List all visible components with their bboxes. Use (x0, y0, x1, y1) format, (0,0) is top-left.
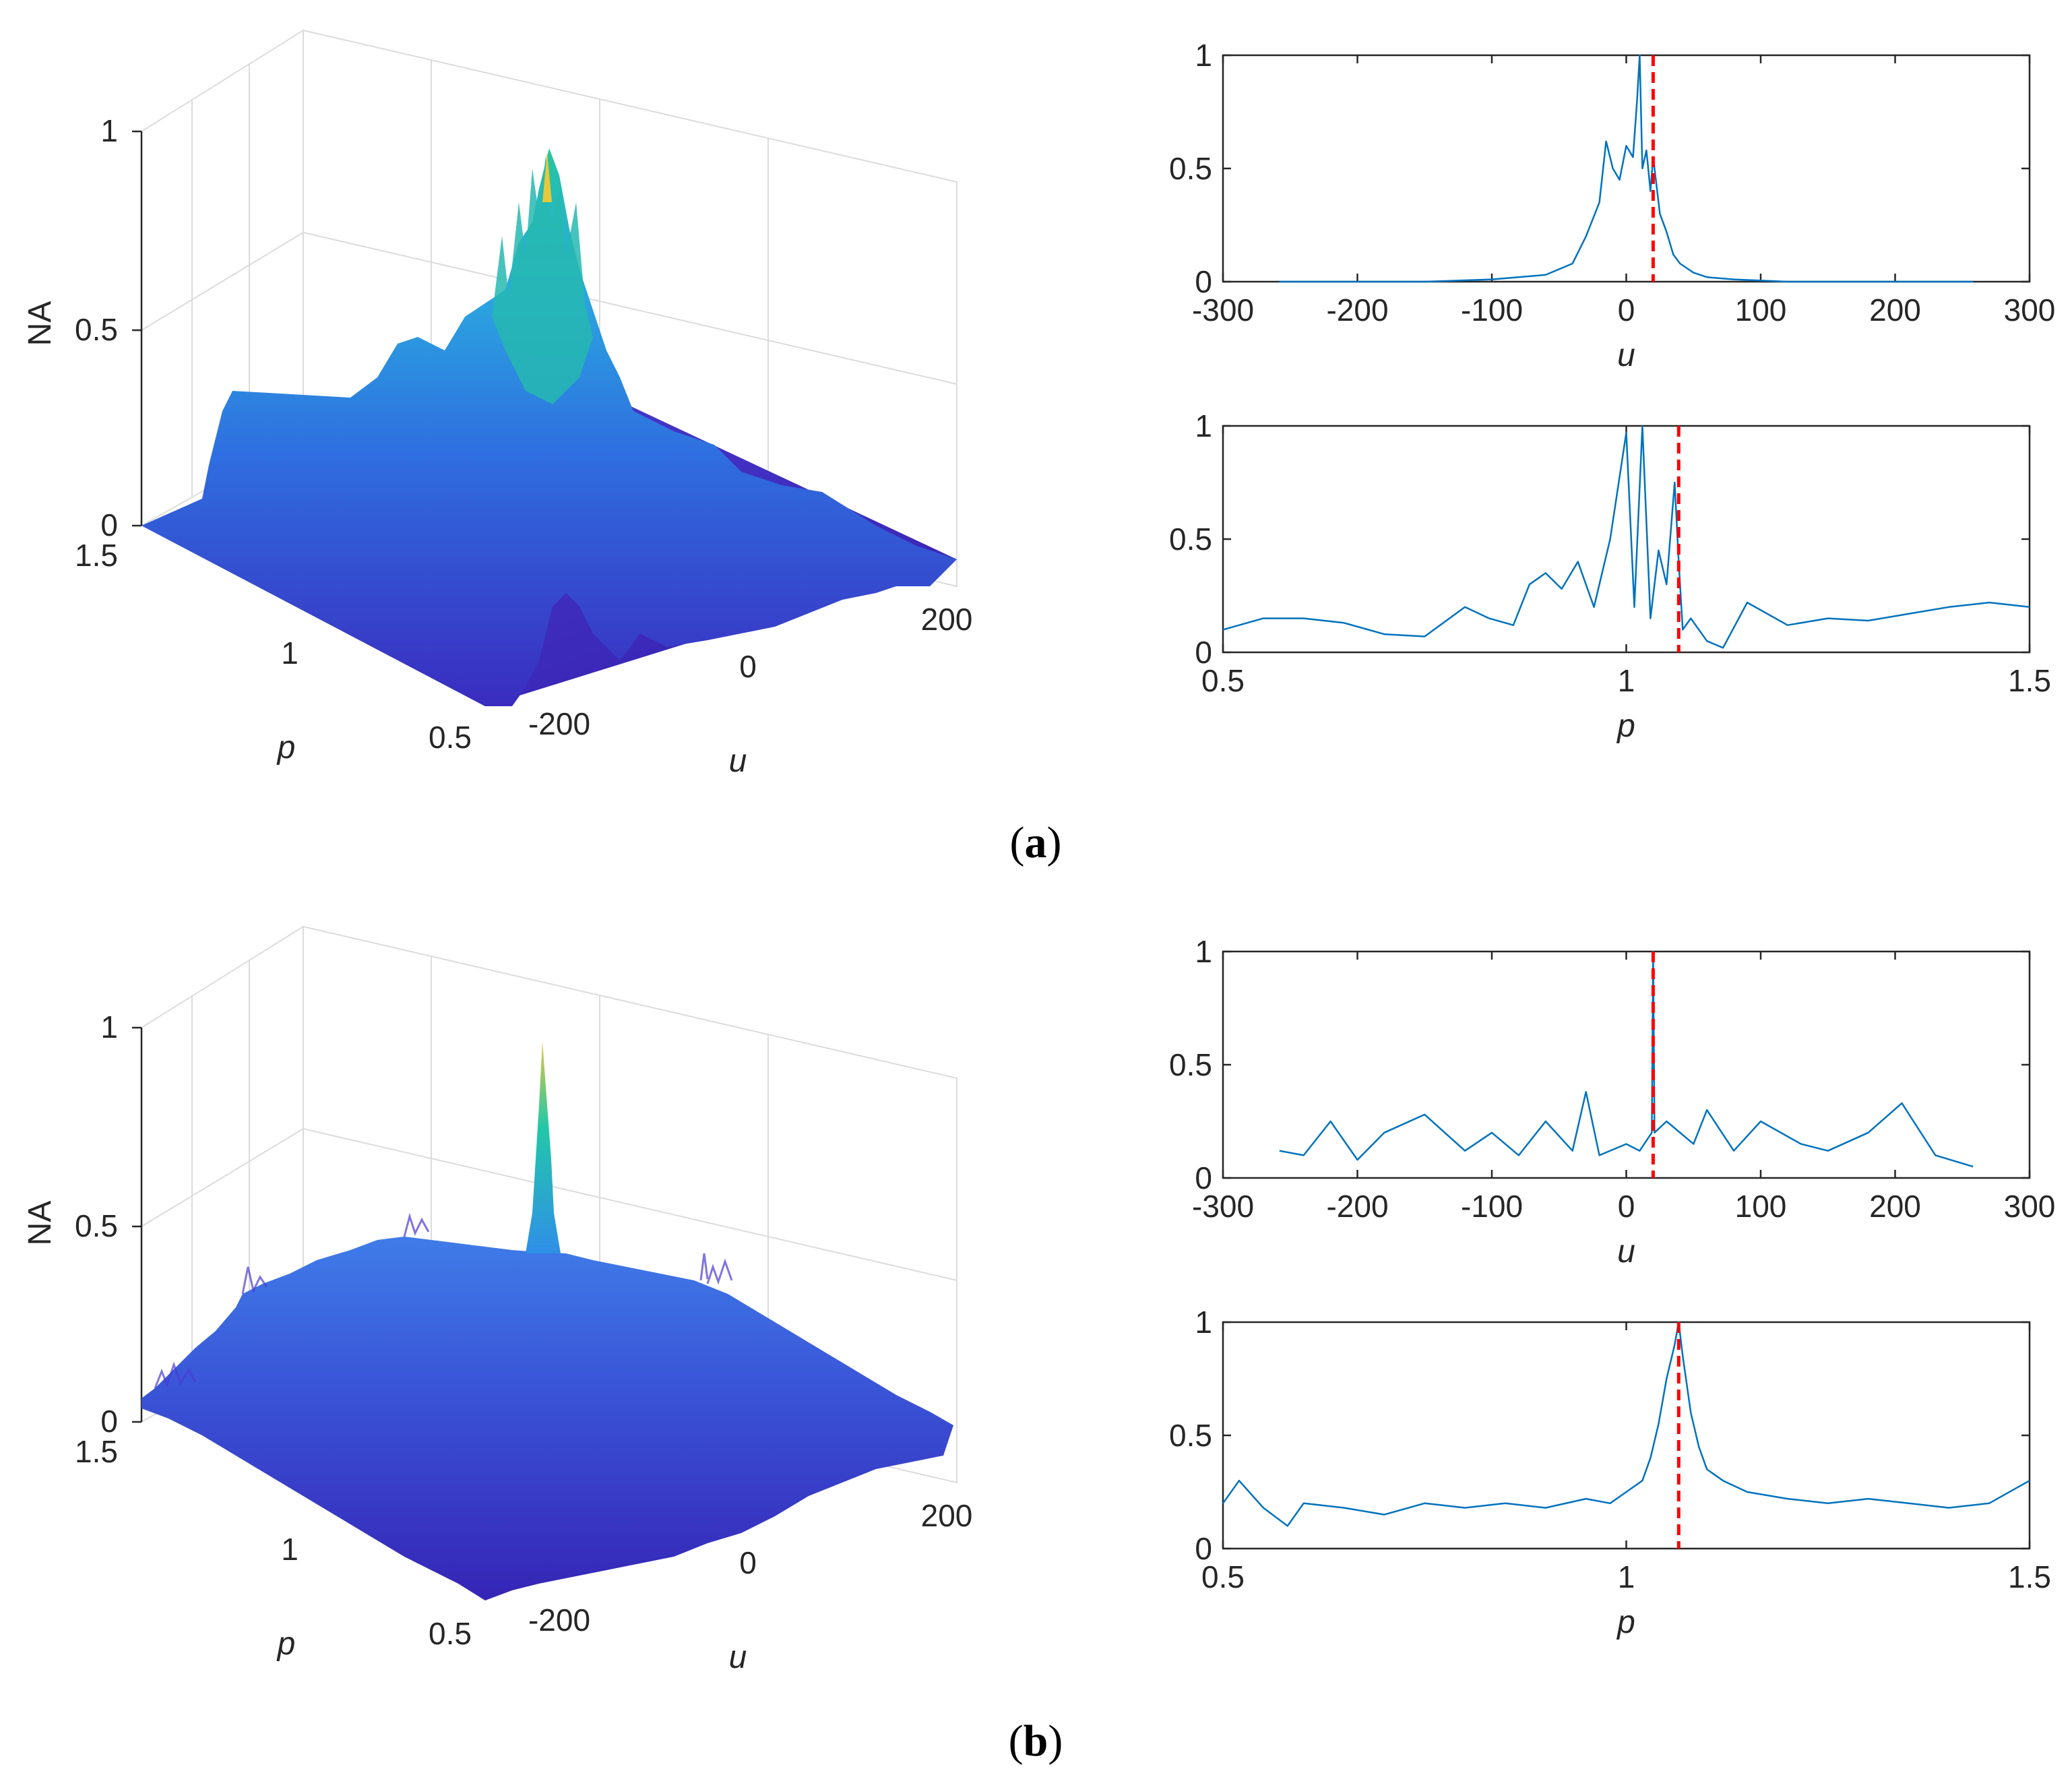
x-tick-label: 0.5 (1201, 663, 1245, 698)
panel-b-surface-peak (526, 1041, 561, 1253)
panel-b-caption: (b) (1009, 1716, 1063, 1766)
x-tick-label: -200 (1326, 1189, 1388, 1224)
x-tick-label: 1 (1618, 663, 1635, 698)
x-tick-label: 200 (1869, 292, 1921, 328)
caption-letter: a (1025, 818, 1047, 867)
x-tick-label: 0 (1618, 292, 1635, 328)
y-tick-label: 1 (1195, 934, 1212, 969)
y-tick-label: 0.5 (1169, 151, 1212, 186)
plot-frame (1222, 425, 2031, 654)
y-tick-label: 0 (1195, 264, 1212, 299)
panel-a-p-slice-plot: 0.5 1 1.500.51p (1169, 408, 2051, 744)
caption-close-paren: ) (1048, 1716, 1063, 1766)
panel-a-back-wall-right (303, 29, 957, 588)
panel-b-u-tick: -200 (528, 1602, 590, 1638)
panel-a-p-tick: 1 (281, 635, 299, 671)
x-tick-label: 200 (1869, 1189, 1921, 1224)
x-tick-label: -300 (1192, 1189, 1254, 1224)
panel-a-surface-plot: 1 0.5 0 NA 1.5 1 0.5 p -200 0 200 u (22, 29, 973, 779)
x-tick-label: 0 (1618, 1189, 1635, 1224)
panel-b-p-tick: 1.5 (75, 1434, 118, 1469)
panel-a-3d-box (132, 29, 957, 588)
panel-a-z-tick: 1 (100, 113, 118, 148)
panel-a-z-tick: 0.5 (75, 312, 118, 347)
x-tick-label: 0.5 (1201, 1559, 1245, 1594)
x-tick-label: -300 (1192, 292, 1254, 328)
panel-a-p-label: p (276, 730, 296, 766)
x-tick-label: -200 (1326, 292, 1388, 328)
series-line (1279, 950, 1974, 1168)
panel-a-surface-body (142, 148, 957, 706)
x-tick-label: 1.5 (2008, 663, 2051, 698)
x-axis-label: u (1617, 1234, 1635, 1270)
x-tick-label: 300 (2004, 1189, 2056, 1224)
panel-a-caption: (a) (1010, 818, 1062, 867)
y-tick-label: 0 (1195, 1531, 1212, 1566)
panel-b-surface-plot: 1 0.5 0 NA 1.5 1 0.5 p -200 0 200 u (22, 925, 973, 1675)
series-line (1222, 425, 2030, 649)
y-tick-label: 0 (1195, 635, 1212, 670)
panel-a-u-tick: -200 (528, 706, 590, 741)
panel-b-surface-body (142, 1237, 953, 1600)
x-tick-label: -100 (1461, 292, 1523, 328)
x-tick-label: -100 (1461, 1189, 1523, 1224)
panel-a-z-tick: 0 (100, 507, 118, 542)
series-line (1222, 1321, 2030, 1527)
plot-frame (1222, 54, 2031, 283)
panel-b-u-tick: 0 (739, 1545, 757, 1580)
x-axis-label: u (1617, 338, 1635, 373)
panel-a-surface-peak (542, 152, 552, 202)
panel-b-p-tick: 1 (281, 1532, 299, 1567)
panel-a-u-tick: 200 (921, 602, 973, 637)
panel-b-z-tick: 0.5 (75, 1208, 118, 1243)
panel-b-p-tick: 0.5 (429, 1616, 472, 1651)
y-tick-label: 0.5 (1169, 522, 1212, 557)
y-tick-label: 1 (1195, 38, 1212, 73)
panel-b-z-tick: 0 (100, 1404, 118, 1439)
y-tick-label: 0 (1195, 1160, 1212, 1195)
panel-a-p-tick: 0.5 (429, 720, 472, 755)
y-tick-label: 0.5 (1169, 1047, 1212, 1082)
panel-a-z-label: NA (22, 301, 58, 346)
panel-b-u-tick: 200 (921, 1498, 973, 1533)
panel-a-surface-spikes (492, 155, 593, 404)
caption-letter: b (1024, 1716, 1048, 1766)
panel-b-u-slice-plot: -300 -200 -100 0 100 200 300 0 0.5 1 u (1169, 934, 2055, 1270)
panel-b-p-label: p (276, 1626, 296, 1662)
x-axis-label: p (1616, 1605, 1635, 1640)
plot-frame (1222, 1321, 2031, 1550)
x-tick-label: 100 (1735, 1189, 1787, 1224)
x-tick-label: 1 (1618, 1559, 1635, 1594)
y-tick-label: 1 (1195, 408, 1212, 443)
panel-a-u-slice-plot: -300 -200 -100 0 100 200 300 0 0.5 1 u (1169, 38, 2055, 373)
panel-b-p-slice-plot: 0.5 1 1.500.51p (1169, 1305, 2051, 1640)
panel-a-p-tick: 1.5 (75, 538, 118, 573)
x-tick-label: 300 (2004, 292, 2056, 328)
panel-b-z-label: NA (22, 1201, 58, 1246)
caption-close-paren: ) (1047, 818, 1062, 867)
panel-b-back-wall-right (303, 925, 957, 1484)
panel-b-z-tick: 1 (100, 1009, 118, 1045)
y-tick-label: 0.5 (1169, 1418, 1212, 1453)
y-tick-label: 1 (1195, 1305, 1212, 1340)
caption-open-paren: ( (1010, 818, 1025, 867)
caption-open-paren: ( (1009, 1716, 1024, 1766)
x-tick-label: 1.5 (2008, 1559, 2051, 1594)
series-line (1279, 54, 1974, 283)
x-tick-label: 100 (1735, 292, 1787, 328)
panel-a-u-label: u (729, 743, 747, 779)
x-axis-label: p (1616, 708, 1635, 744)
panel-a-u-tick: 0 (739, 649, 757, 684)
panel-b-surface-noise (154, 1212, 733, 1389)
panel-b-u-label: u (729, 1640, 747, 1675)
